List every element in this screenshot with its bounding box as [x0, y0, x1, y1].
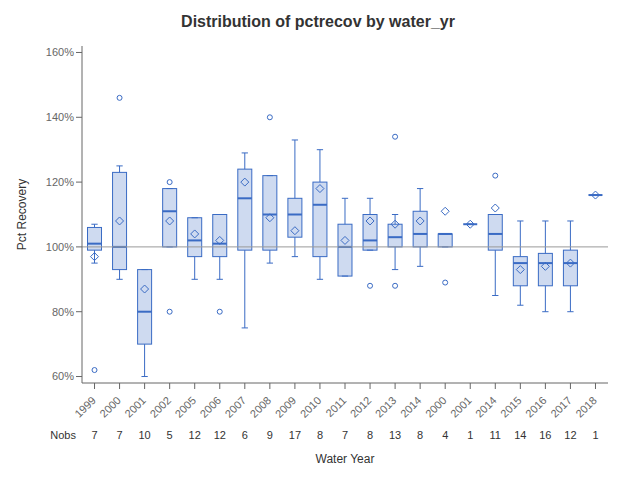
svg-text:120%: 120% — [46, 176, 74, 188]
svg-text:60%: 60% — [52, 370, 74, 382]
svg-text:80%: 80% — [52, 306, 74, 318]
svg-text:4: 4 — [442, 429, 448, 441]
svg-text:2000: 2000 — [97, 394, 123, 420]
svg-text:2010: 2010 — [298, 394, 324, 420]
svg-text:Nobs: Nobs — [50, 429, 76, 441]
svg-text:160%: 160% — [46, 46, 74, 58]
svg-text:Water Year: Water Year — [316, 452, 375, 466]
svg-text:5: 5 — [167, 429, 173, 441]
svg-text:12: 12 — [189, 429, 201, 441]
svg-text:2001: 2001 — [122, 394, 148, 420]
svg-text:17: 17 — [289, 429, 301, 441]
svg-text:2002: 2002 — [147, 394, 173, 420]
svg-text:2009: 2009 — [273, 394, 299, 420]
svg-text:1: 1 — [592, 429, 598, 441]
svg-text:2005: 2005 — [172, 394, 198, 420]
svg-text:2011: 2011 — [323, 394, 348, 419]
svg-text:140%: 140% — [46, 111, 74, 123]
svg-text:2007: 2007 — [222, 394, 248, 420]
svg-text:16: 16 — [539, 429, 551, 441]
svg-text:12: 12 — [564, 429, 576, 441]
svg-text:14: 14 — [514, 429, 526, 441]
svg-text:2015: 2015 — [498, 394, 524, 420]
svg-text:2016: 2016 — [523, 394, 549, 420]
svg-text:Pct Recovery: Pct Recovery — [15, 179, 29, 250]
svg-text:8: 8 — [317, 429, 323, 441]
svg-text:1999: 1999 — [72, 394, 98, 420]
svg-text:10: 10 — [138, 429, 150, 441]
svg-text:8: 8 — [417, 429, 423, 441]
svg-text:2014: 2014 — [473, 394, 499, 420]
svg-text:2000: 2000 — [423, 394, 449, 420]
svg-text:1: 1 — [467, 429, 473, 441]
svg-text:2001: 2001 — [448, 394, 474, 420]
svg-text:8: 8 — [367, 429, 373, 441]
svg-text:2017: 2017 — [548, 394, 574, 420]
svg-text:2013: 2013 — [373, 394, 399, 420]
svg-text:7: 7 — [117, 429, 123, 441]
svg-text:2006: 2006 — [197, 394, 223, 420]
svg-text:2008: 2008 — [248, 394, 274, 420]
svg-text:7: 7 — [91, 429, 97, 441]
svg-text:6: 6 — [242, 429, 248, 441]
svg-text:2014: 2014 — [398, 394, 424, 420]
svg-text:7: 7 — [342, 429, 348, 441]
html-text:Distribution of pctrecov by wa: Distribution of pctrecov by water_yr — [181, 13, 455, 30]
svg-text:9: 9 — [267, 429, 273, 441]
svg-text:2012: 2012 — [348, 394, 374, 420]
svg-text:2018: 2018 — [573, 394, 599, 420]
svg-text:13: 13 — [389, 429, 401, 441]
svg-text:100%: 100% — [46, 241, 74, 253]
svg-text:12: 12 — [214, 429, 226, 441]
svg-text:11: 11 — [490, 429, 501, 441]
